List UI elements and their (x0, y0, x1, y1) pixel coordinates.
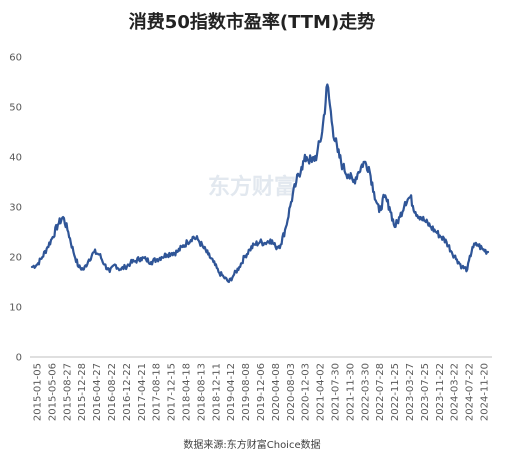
x-tick-label: 2017-08-18 (152, 363, 163, 421)
y-tick-label: 10 (9, 303, 22, 314)
x-tick-label: 2018-12-11 (211, 363, 222, 421)
chart-title: 消费50指数市盈率(TTM)走势 (129, 11, 375, 33)
x-tick-label: 2018-08-13 (196, 363, 207, 421)
x-tick-label: 2023-03-27 (405, 363, 416, 421)
x-tick-label: 2024-11-20 (480, 363, 491, 421)
x-tick-label: 2022-11-25 (390, 363, 401, 421)
x-tick-label: 2020-04-08 (271, 363, 282, 421)
x-tick-label: 2022-03-30 (360, 363, 371, 421)
y-axis: 0 10 20 30 40 50 60 (9, 53, 22, 364)
x-tick-label: 2020-12-03 (301, 363, 312, 421)
x-tick-label: 2017-04-21 (137, 363, 148, 421)
y-tick-label: 50 (9, 103, 22, 114)
y-tick-label: 60 (9, 53, 22, 64)
x-tick-label: 2018-04-18 (181, 363, 192, 421)
y-tick-label: 30 (9, 203, 22, 214)
x-tick-label: 2015-05-06 (47, 363, 58, 421)
source-note: 数据来源:东方财富Choice数据 (183, 438, 320, 451)
x-tick-label: 2019-08-08 (241, 363, 252, 421)
x-tick-label: 2015-08-27 (62, 363, 73, 421)
x-tick-label: 2019-04-12 (226, 363, 237, 421)
x-tick-label: 2024-07-22 (465, 363, 476, 421)
watermark-logo: 东方财富 (208, 174, 296, 200)
y-tick-label: 0 (16, 353, 22, 364)
x-tick-label: 2023-11-22 (435, 363, 446, 421)
x-tick-label: 2016-04-27 (92, 363, 103, 421)
x-tick-label: 2016-12-22 (122, 363, 133, 421)
y-tick-label: 20 (9, 253, 22, 264)
x-tick-label: 2015-12-28 (77, 363, 88, 421)
x-tick-label: 2023-07-25 (420, 363, 431, 421)
x-tick-label: 2024-03-22 (450, 363, 461, 421)
x-tick-label: 2019-12-06 (256, 363, 267, 421)
x-tick-label: 2021-04-02 (316, 363, 327, 421)
x-tick-label: 2016-08-22 (107, 363, 118, 421)
x-tick-label: 2020-08-03 (286, 363, 297, 421)
series-line (30, 83, 490, 284)
y-tick-label: 40 (9, 153, 22, 164)
x-tick-label: 2021-07-30 (331, 363, 342, 421)
x-tick-label: 2015-01-05 (32, 363, 43, 421)
x-tick-label: 2022-07-28 (375, 363, 386, 421)
x-tick-label: 2017-12-15 (167, 363, 178, 421)
x-tick-label: 2021-11-30 (345, 363, 356, 421)
x-axis: 2015-01-05 2015-05-06 2015-08-27 2015-12-28… (32, 363, 490, 421)
